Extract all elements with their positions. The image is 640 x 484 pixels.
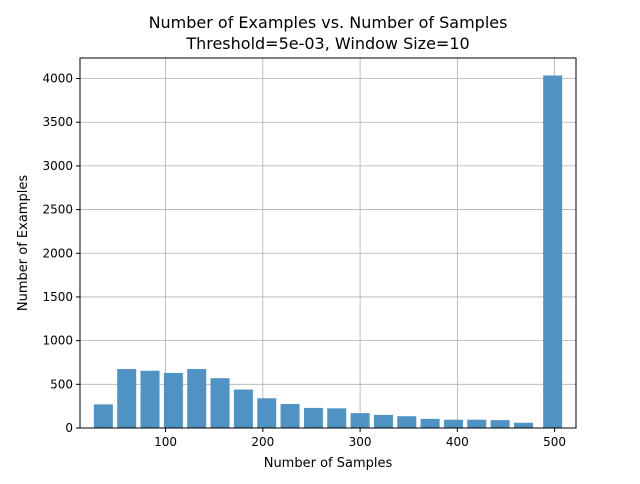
bar xyxy=(490,420,510,428)
x-tick-label: 100 xyxy=(154,435,177,449)
bar-series xyxy=(93,75,563,428)
bar xyxy=(93,404,113,428)
y-tick-label: 3000 xyxy=(42,159,73,173)
x-axis-ticks: 100 200 300 400 500 xyxy=(154,428,566,449)
bar xyxy=(257,398,277,428)
bar xyxy=(303,407,323,428)
chart-title: Number of Examples vs. Number of Samples xyxy=(149,13,508,32)
bar xyxy=(327,408,347,428)
bar xyxy=(350,413,370,428)
bar xyxy=(117,369,137,428)
bar xyxy=(187,369,207,428)
x-tick-label: 200 xyxy=(251,435,274,449)
bar xyxy=(233,389,253,428)
bar xyxy=(140,370,160,428)
x-tick-label: 400 xyxy=(446,435,469,449)
bar xyxy=(467,419,487,428)
bar xyxy=(543,75,563,428)
bar xyxy=(513,422,533,428)
bar xyxy=(373,414,393,428)
plot-area-frame xyxy=(79,57,577,429)
bar xyxy=(210,378,230,428)
bar xyxy=(397,416,417,428)
y-axis-ticks: 0 500 1000 1500 2000 2500 3000 3500 4000 xyxy=(42,72,80,435)
bar xyxy=(443,419,463,428)
x-tick-label: 300 xyxy=(349,435,372,449)
bar xyxy=(420,418,440,428)
y-tick-label: 4000 xyxy=(42,72,73,86)
x-tick-label: 500 xyxy=(543,435,566,449)
y-axis-label: Number of Examples xyxy=(16,175,31,311)
y-tick-label: 1500 xyxy=(42,290,73,304)
y-tick-label: 1000 xyxy=(42,334,73,348)
y-tick-label: 0 xyxy=(65,421,73,435)
y-tick-label: 500 xyxy=(50,377,73,391)
grid-lines xyxy=(80,58,576,429)
bar xyxy=(280,403,300,428)
y-tick-label: 2500 xyxy=(42,203,73,217)
y-tick-label: 3500 xyxy=(42,115,73,129)
x-axis-label: Number of Samples xyxy=(264,456,393,471)
y-tick-label: 2000 xyxy=(42,246,73,260)
chart-subtitle: Threshold=5e-03, Window Size=10 xyxy=(185,34,469,53)
bar xyxy=(163,372,183,428)
